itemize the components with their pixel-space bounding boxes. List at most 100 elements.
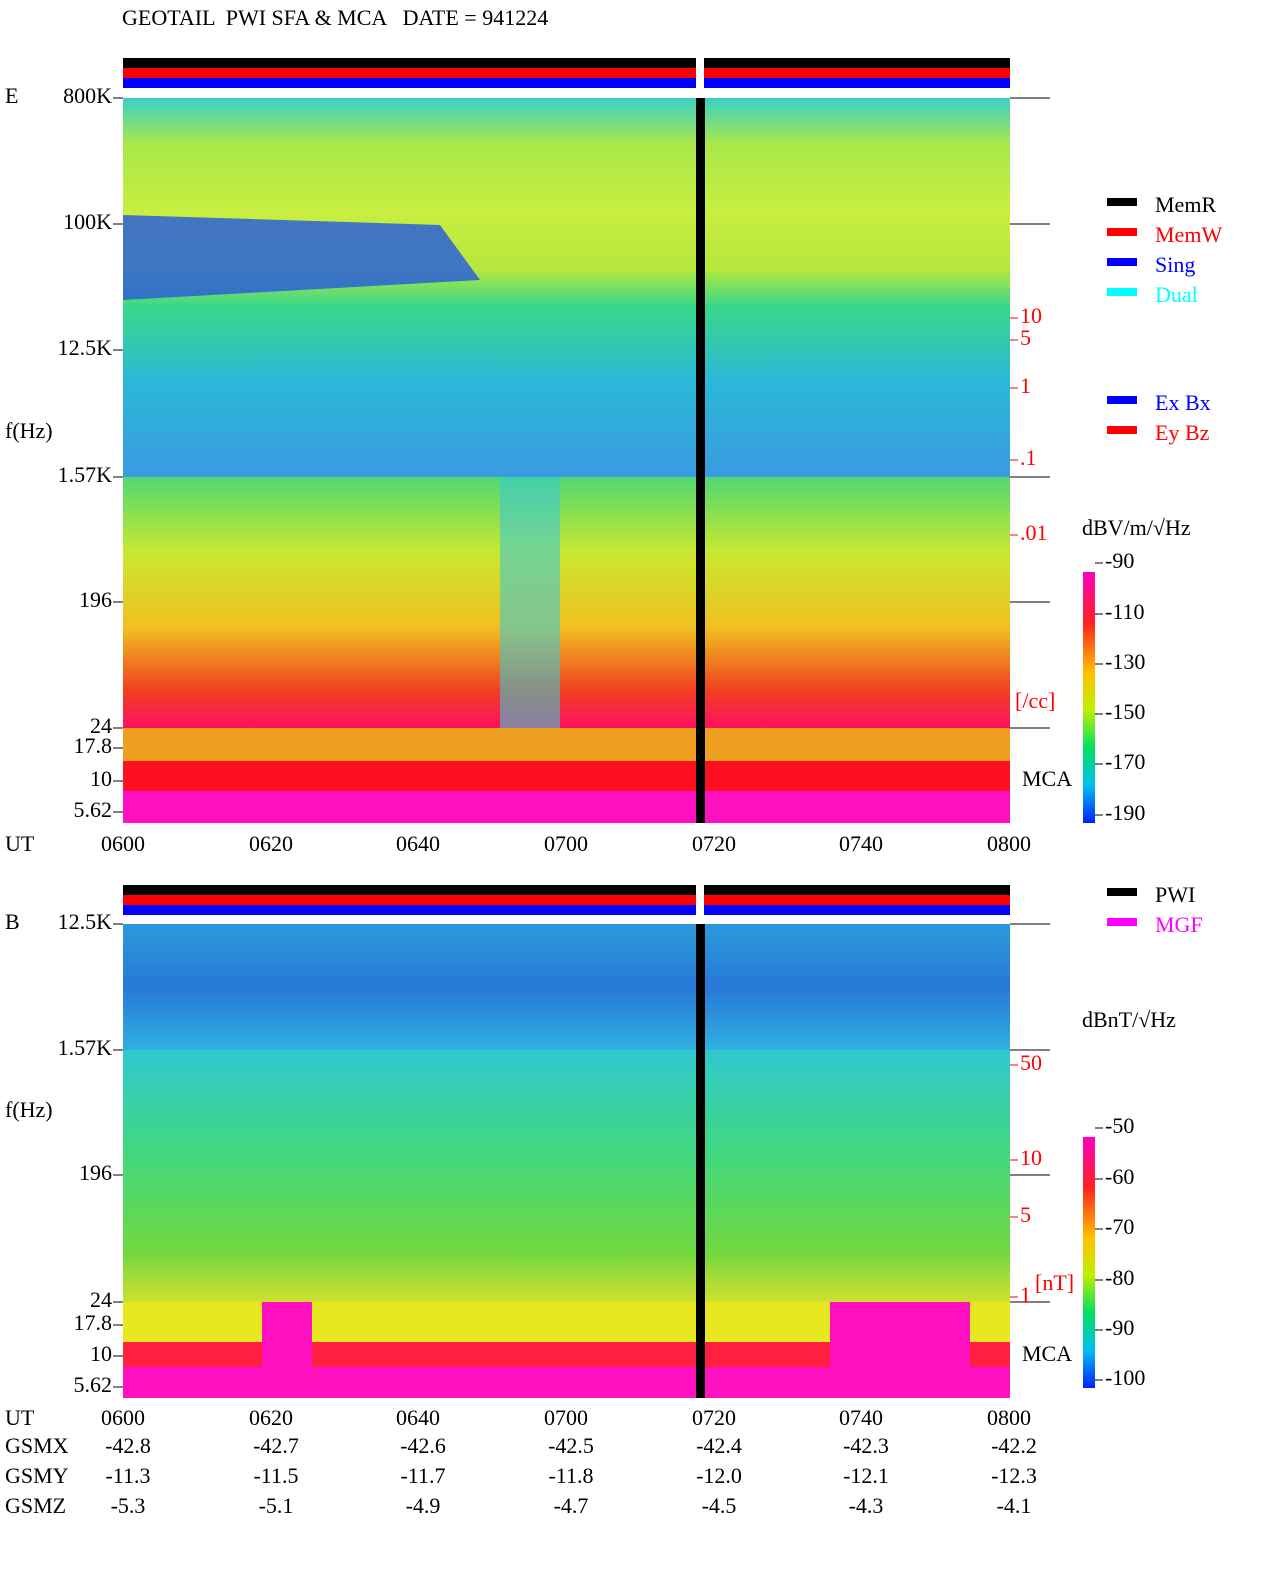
x-tick-label: 0800 [987,831,1031,856]
colorbar-tick-label: -190 [1105,800,1145,825]
spectrogram-e [123,98,1010,823]
y-tick-label: 5.62 [74,1372,113,1397]
colorbar-tick-label: -110 [1105,599,1145,624]
panel-label: B [5,909,20,934]
x-tick-label: 0720 [692,831,736,856]
colorbar-tick-label: -100 [1105,1365,1145,1390]
y-tick-label: 24 [90,713,112,738]
mca-label: MCA [1022,1341,1072,1366]
y-tick-label: 196 [79,587,112,612]
right-tick-label: .1 [1020,445,1037,470]
panel-label: E [5,83,18,108]
y-tick-label: 1.57K [58,462,113,487]
colorbar-tick-label: -60 [1105,1164,1134,1189]
right-tick-label: 50 [1020,1050,1042,1075]
y-tick-label: 10 [90,766,112,791]
legend-label: PWI [1155,882,1195,907]
x-tick-label: 0620 [249,831,293,856]
legend-swatch [1107,396,1137,404]
orbit-value: -42.4 [696,1433,742,1458]
orbit-value: -42.7 [253,1433,299,1458]
orbit-value: -42.5 [548,1433,594,1458]
legend-label: MemR [1155,192,1216,217]
y-tick-label: 17.8 [74,733,113,758]
colorbar-tick-label: -90 [1105,1315,1134,1340]
y-axis-label: f(Hz) [5,1097,53,1122]
colorbar-tick-label: -170 [1105,749,1145,774]
colorbar-tick-label: -90 [1105,548,1134,573]
y-tick-label: 12.5K [58,335,113,360]
orbit-value: -11.3 [105,1463,150,1488]
y-axis-label: f(Hz) [5,418,53,443]
colorbar-tick-label: -130 [1105,649,1145,674]
orbit-value: -11.5 [253,1463,298,1488]
x-axis-label: UT [5,831,35,856]
orbit-value: -11.8 [548,1463,593,1488]
orbit-value: -4.3 [849,1493,884,1518]
x-tick-label: 0700 [544,1405,588,1430]
right-tick-label: .01 [1020,520,1048,545]
orbit-value: -12.3 [991,1463,1037,1488]
orbit-value: -42.8 [105,1433,151,1458]
colorbar-tick-label: -70 [1105,1214,1134,1239]
spectrogram-b [123,924,1010,1398]
orbit-value: -5.3 [111,1493,146,1518]
legend-label: MemW [1155,222,1222,247]
legend-swatch [1107,228,1137,236]
orbit-label: GSMX [5,1433,69,1458]
orbit-value: -12.1 [843,1463,889,1488]
right-tick-label: 5 [1020,325,1031,350]
y-tick-label: 5.62 [74,797,113,822]
orbit-value: -11.7 [400,1463,445,1488]
y-tick-label: 196 [79,1160,112,1185]
y-tick-label: 17.8 [74,1310,113,1335]
legend-label: Sing [1155,252,1195,277]
right-tick-label: 1 [1020,373,1031,398]
colorbar-unit: dBV/m/√Hz [1082,515,1191,540]
orbit-value: -5.1 [259,1493,294,1518]
colorbar-tick-label: -80 [1105,1265,1134,1290]
legend-swatch [1107,888,1137,896]
orbit-label: GSMY [5,1463,69,1488]
x-tick-label: 0600 [101,831,145,856]
orbit-value: -4.7 [554,1493,589,1518]
legend-label: Ey Bz [1155,420,1210,445]
colorbar-unit: dBnT/√Hz [1082,1007,1176,1032]
orbit-value: -42.6 [400,1433,446,1458]
legend-swatch [1107,288,1137,296]
y-tick-label: 800K [63,83,112,108]
legend-swatch [1107,918,1137,926]
colorbar-tick-label: -50 [1105,1113,1134,1138]
y-tick-label: 24 [90,1287,112,1312]
x-tick-label: 0740 [839,831,883,856]
x-axis-label: UT [5,1405,35,1430]
mca-label: MCA [1022,766,1072,791]
right-tick-label: 10 [1020,1145,1042,1170]
x-tick-label: 0600 [101,1405,145,1430]
orbit-value: -42.2 [991,1433,1037,1458]
y-tick-label: 100K [63,209,112,234]
y-tick-label: 1.57K [58,1035,113,1060]
legend-label: Dual [1155,282,1198,307]
orbit-label: GSMZ [5,1493,66,1518]
y-tick-label: 10 [90,1341,112,1366]
colorbar [1083,1137,1095,1388]
status-bars [123,58,1010,915]
legend-swatch [1107,258,1137,266]
right-tick-label: 1 [1020,1282,1031,1307]
right-tick-label: 5 [1020,1202,1031,1227]
right-unit: [nT] [1035,1270,1074,1295]
legend-label: MGF [1155,912,1203,937]
orbit-value: -4.9 [406,1493,441,1518]
colorbar [1083,572,1095,823]
colorbar-tick-label: -150 [1105,699,1145,724]
x-tick-label: 0720 [692,1405,736,1430]
x-tick-label: 0640 [396,1405,440,1430]
x-tick-label: 0800 [987,1405,1031,1430]
y-tick-label: 12.5K [58,909,113,934]
right-unit: [/cc] [1015,688,1055,713]
x-tick-label: 0740 [839,1405,883,1430]
orbit-value: -4.5 [702,1493,737,1518]
